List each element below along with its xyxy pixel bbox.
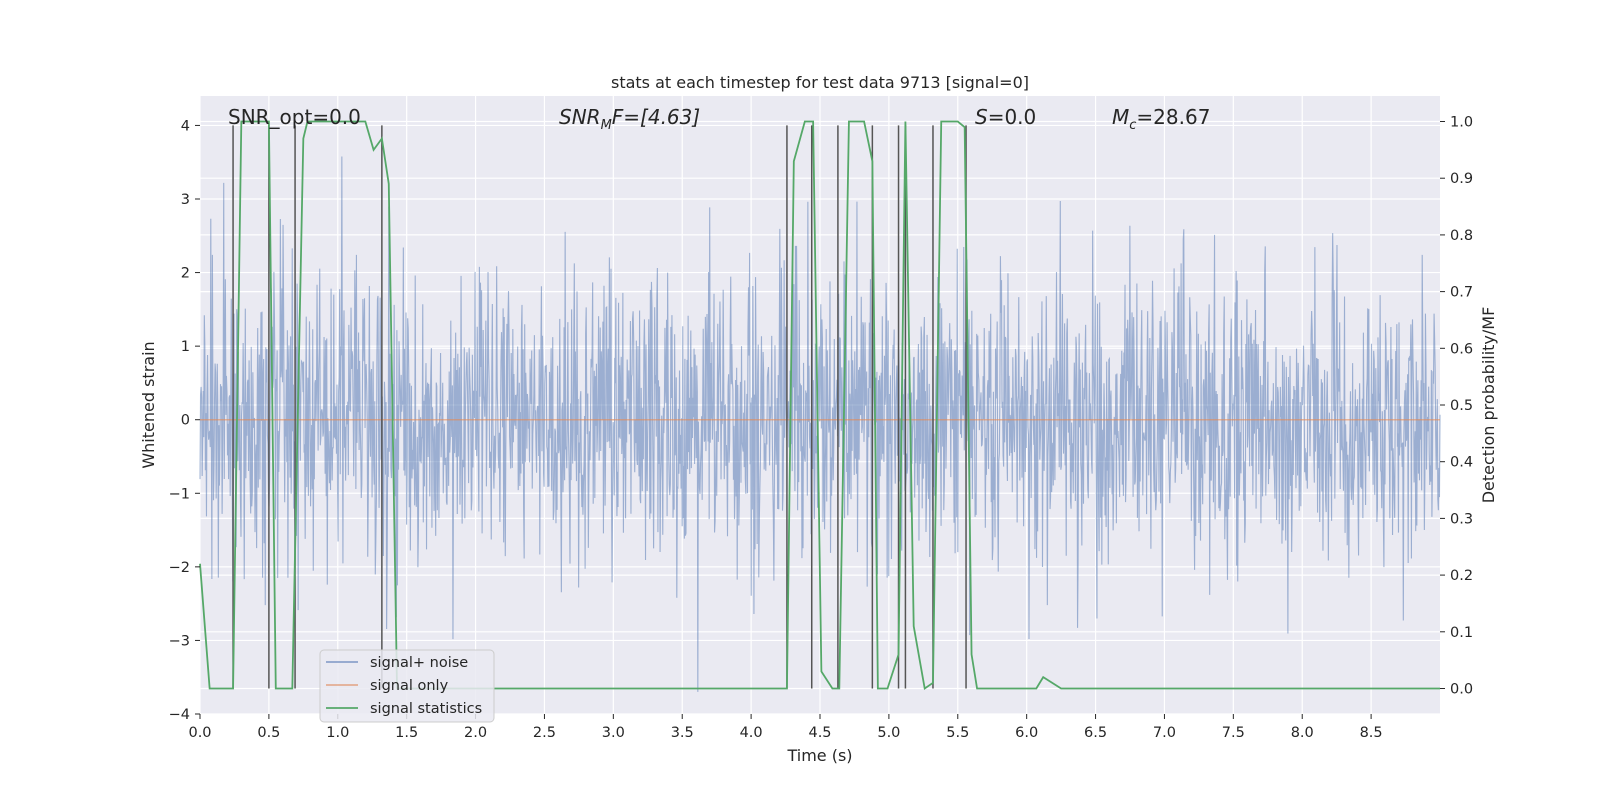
- annotation-s: S=0.0: [975, 105, 1036, 129]
- y-right-tick-label: 0.7: [1450, 285, 1473, 301]
- x-tick-label: 0.5: [257, 725, 280, 741]
- legend-label-noise: signal+ noise: [370, 655, 468, 671]
- x-tick-label: 7.5: [1222, 725, 1245, 741]
- y-tick-labels: 4 3 2 1 0 −1 −2 −3 −4: [169, 118, 200, 723]
- x-tick-label: 3.5: [671, 725, 694, 741]
- y-tick-label: −2: [169, 560, 190, 576]
- legend-label-stats: signal statistics: [370, 701, 482, 717]
- y-right-tick-label: 0.8: [1450, 228, 1473, 244]
- y-tick-label: −3: [169, 633, 190, 649]
- mc-subscript: c: [1129, 118, 1136, 133]
- x-tick-label: 7.0: [1153, 725, 1176, 741]
- x-tick-label: 2.0: [464, 725, 487, 741]
- mc-symbol: M: [1112, 105, 1129, 129]
- x-tick-label: 3.0: [602, 725, 625, 741]
- x-tick-labels: 0.0 0.5 1.0 1.5 2.0 2.5 3.0 3.5 4.0 4.5 5.0 5.5 6.0 6…: [188, 714, 1383, 741]
- legend-box: [319, 649, 495, 723]
- y-tick-label: 1: [181, 339, 190, 355]
- noise-line: [199, 156, 1441, 692]
- y-right-tick-label: 0.6: [1450, 341, 1473, 357]
- x-tick-label: 2.5: [533, 725, 556, 741]
- snr-mf-rest-f: F=[4.63]: [612, 105, 700, 129]
- x-tick-label: 6.5: [1084, 725, 1107, 741]
- x-tick-label: 8.0: [1291, 725, 1314, 741]
- s-symbol: S: [975, 105, 988, 129]
- y-right-tick-label: 0.5: [1450, 398, 1473, 414]
- mc-value: =28.67: [1136, 105, 1210, 129]
- y-tick-label: −4: [169, 707, 190, 723]
- statistics-line: [199, 120, 1440, 691]
- y-right-tick-label: 0.2: [1450, 568, 1473, 584]
- y-right-tick-labels: 1.0 0.9 0.8 0.7 0.6 0.5 0.4 0.3 0.2 0.1 0.0: [1440, 115, 1473, 697]
- s-value: =0.0: [988, 105, 1037, 129]
- y-right-tick-label: 0.1: [1450, 625, 1473, 641]
- x-tick-label: 4.5: [808, 725, 831, 741]
- y-right-tick-label: 0.4: [1450, 455, 1473, 471]
- y-tick-label: 2: [181, 266, 190, 282]
- legend-label-signal: signal only: [370, 678, 449, 694]
- y-right-tick-label: 0.0: [1450, 681, 1473, 697]
- y-right-tick-label: 0.9: [1450, 171, 1473, 187]
- snr-mf-sub: M: [601, 118, 612, 133]
- chart-title: stats at each timestep for test data 971…: [611, 73, 1029, 92]
- y-tick-label: 0: [181, 413, 190, 429]
- y-right-tick-label: 0.3: [1450, 511, 1473, 527]
- snr-mf-base: SNR: [559, 105, 601, 129]
- signal-statistics-series: [199, 120, 1440, 691]
- x-tick-label: 5.5: [946, 725, 969, 741]
- annotation-snr-opt: SNR_opt=0.0: [228, 105, 361, 129]
- x-tick-label: 0.0: [188, 725, 211, 741]
- y-axis-title: Whitened strain: [139, 341, 158, 468]
- x-tick-label: 1.5: [395, 725, 418, 741]
- y-right-tick-label: 1.0: [1450, 115, 1473, 131]
- x-tick-label: 1.0: [326, 725, 349, 741]
- annotation-mc: Mc=28.67: [1112, 105, 1210, 133]
- annotation-snr-mf: SNRMF=[4.63]: [559, 105, 700, 133]
- y-tick-label: 4: [181, 118, 190, 134]
- x-tick-label: 8.5: [1360, 725, 1383, 741]
- y-right-axis-title: Detection probability/MF: [1479, 307, 1498, 504]
- y-tick-label: −1: [169, 486, 190, 502]
- x-axis-title: Time (s): [786, 746, 852, 765]
- signal-noise-series: [199, 156, 1441, 692]
- x-tick-label: 6.0: [1015, 725, 1038, 741]
- legend: signal+ noise signal only signal statist…: [319, 649, 495, 723]
- x-tick-label: 5.0: [877, 725, 900, 741]
- x-tick-label: 4.0: [740, 725, 763, 741]
- y-tick-label: 3: [181, 192, 190, 208]
